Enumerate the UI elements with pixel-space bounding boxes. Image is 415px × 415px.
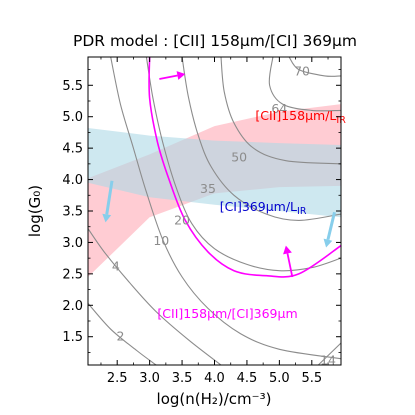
contour-line-70 bbox=[288, 57, 341, 77]
x-tick-label: 3.5 bbox=[172, 371, 193, 386]
contour-line-4 bbox=[88, 228, 222, 365]
contour-line-10 bbox=[110, 57, 341, 360]
arrow-2 bbox=[283, 245, 294, 278]
y-tick-label: 4.5 bbox=[62, 142, 83, 157]
contour-label-2: 2 bbox=[116, 329, 124, 344]
y-tick-label: 5.0 bbox=[62, 110, 83, 125]
contour-label-14: 14 bbox=[320, 353, 336, 368]
contour-line-14 bbox=[317, 342, 341, 365]
arrow-1 bbox=[159, 71, 186, 80]
contour-label-50: 50 bbox=[231, 150, 247, 165]
y-tick-label: 5.5 bbox=[62, 79, 83, 94]
contour-labels: 2 4 10 20 35 50 64 70 14 bbox=[112, 63, 336, 367]
y-tick-label: 1.5 bbox=[62, 330, 83, 345]
x-tick-label: 5.0 bbox=[269, 371, 290, 386]
contour-lines bbox=[88, 57, 341, 365]
x-tick-label: 4.0 bbox=[204, 371, 225, 386]
chart-title: PDR model : [CII] 158μm/[CI] 369μm bbox=[73, 32, 357, 50]
contour-label-35: 35 bbox=[200, 181, 216, 196]
arrow-annotations bbox=[102, 71, 336, 278]
contour-line-2 bbox=[88, 303, 157, 365]
annotation-2: [CI]369μm/LIR bbox=[220, 199, 307, 217]
arrow-3 bbox=[102, 180, 114, 223]
axis-ticks: 2.5 3.0 3.5 4.0 4.5 5.0 5.5 1.5 2.0 2.5 3.0 3.5 4.0 4… bbox=[62, 57, 341, 386]
y-tick-label: 2.0 bbox=[62, 299, 83, 314]
annotation-3: [CII]158μm/[CI]369μm bbox=[157, 306, 297, 321]
y-tick-label: 3.0 bbox=[62, 236, 83, 251]
contour-label-64: 64 bbox=[271, 101, 287, 116]
contour-line-35 bbox=[181, 57, 341, 221]
y-axis-label: log(G₀) bbox=[26, 185, 44, 237]
model-ratio-curve-group bbox=[148, 57, 341, 278]
y-tick-label: 3.5 bbox=[62, 205, 83, 220]
contour-line-20 bbox=[145, 57, 341, 272]
arrow-4 bbox=[323, 211, 336, 248]
model-ratio-curve bbox=[148, 57, 341, 278]
band-annotations: [CII]158μm/LIR[CI]369μm/LIR[CII]158μm/[C… bbox=[157, 108, 346, 321]
x-axis-label: log(n(H₂)/cm⁻³) bbox=[157, 390, 272, 408]
contour-label-70: 70 bbox=[294, 63, 310, 78]
contour-label-10: 10 bbox=[153, 233, 169, 248]
x-tick-label: 3.0 bbox=[139, 371, 160, 386]
y-tick-label: 4.0 bbox=[62, 173, 83, 188]
contour-line-50 bbox=[220, 57, 341, 165]
x-tick-label: 2.5 bbox=[107, 371, 128, 386]
contour-line-64 bbox=[268, 57, 341, 112]
contour-label-4: 4 bbox=[112, 258, 120, 273]
x-tick-label: 4.5 bbox=[237, 371, 258, 386]
x-tick-label: 5.5 bbox=[301, 371, 322, 386]
y-tick-label: 2.5 bbox=[62, 267, 83, 282]
contour-label-20: 20 bbox=[174, 212, 190, 227]
